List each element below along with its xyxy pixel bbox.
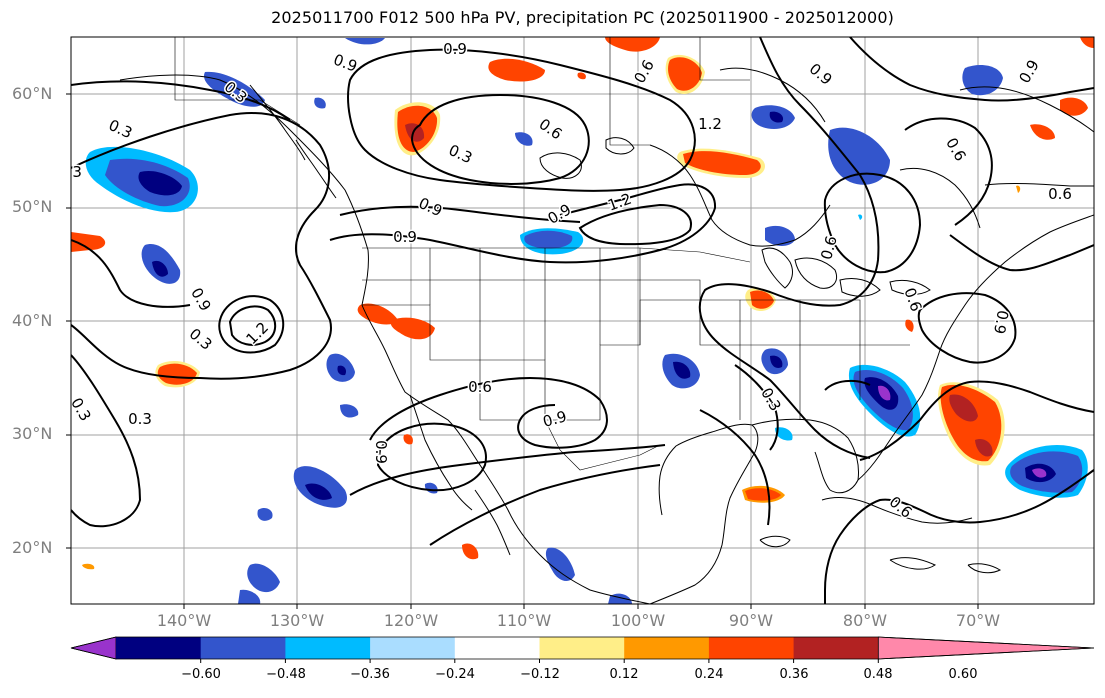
colorbar-tick: 0.36 [779, 667, 809, 682]
precip-blob-pacific-west [238, 353, 359, 604]
contour-label: 0.3 [446, 141, 475, 167]
contour-label: 0.9 [1015, 57, 1043, 87]
contour-label: 0.3 [186, 325, 216, 354]
pv-contours [71, 37, 1094, 604]
precip-blob-plains [515, 132, 584, 255]
colorbar-tick: −0.24 [435, 667, 475, 682]
colorbar-tick: 0.48 [863, 667, 893, 682]
colorbar-tick: 0.24 [694, 667, 724, 682]
contour-label: 0.9 [806, 60, 836, 89]
contour-label: 1.2 [605, 190, 634, 215]
colorbar-segment [454, 637, 540, 659]
contour-label: 0.3 [106, 116, 135, 142]
contour-label: 0.9 [187, 285, 215, 315]
colorbar-extend-high [877, 636, 1095, 660]
precip-blob-southeast [848, 364, 921, 437]
colorbar-segment [708, 637, 795, 659]
colorbar [70, 636, 1095, 663]
precip-blob-atlantic-east [938, 382, 1005, 466]
precip-shading [71, 37, 1094, 604]
contour-label: 0.6 [468, 378, 492, 396]
lon-label-90w: 90°W [728, 611, 774, 630]
contour-label: 1.2 [698, 115, 722, 133]
colorbar-tick: −0.36 [350, 667, 390, 682]
contour-label: 0.6 [630, 57, 658, 87]
precip-blob-canada [751, 65, 1003, 246]
contour-label: 0.9 [372, 440, 390, 464]
lat-label-60n: 60°N [12, 84, 53, 103]
precip-blob-west-coast [71, 232, 435, 388]
contour-label: 0.6 [817, 234, 841, 262]
precip-blob-atlantic [1005, 445, 1088, 498]
precip-blob-north [488, 37, 1094, 178]
lon-label-140w: 140°W [156, 611, 212, 630]
contour-label: 0.6 [1048, 185, 1072, 203]
political-boundaries [174, 37, 910, 471]
contour-label: 0.6 [942, 135, 970, 165]
colorbar-tick: 0.12 [609, 667, 639, 682]
colorbar-segment [793, 637, 879, 659]
colorbar-segment [116, 637, 202, 659]
contour-label: 0.9 [416, 194, 445, 220]
precip-blob-south-plains [662, 348, 793, 441]
contour-label: 0.6 [536, 115, 566, 143]
precip-blob-gulf-of-alaska [85, 146, 198, 213]
lat-label-40n: 40°N [12, 311, 53, 330]
lat-label-20n: 20°N [12, 538, 53, 557]
map-layers: 0.9 0.9 0.3 0.3 0.3 0.6 0.3 0.9 1.2 0.9 0.9 0.9 1.2 0… [58, 37, 1094, 604]
colorbar-tick: −0.48 [266, 667, 306, 682]
precip-blob-pacific-north [141, 244, 181, 284]
contour-label: 0.6 [886, 493, 916, 522]
precip-blob-pacific-northwest [394, 102, 441, 156]
colorbar-segment [285, 637, 371, 659]
colorbar-segment [200, 637, 286, 659]
precip-blob-midwest [745, 288, 914, 332]
map-title: 2025011700 F012 500 hPa PV, precipitatio… [271, 8, 894, 27]
colorbar-tick: −0.12 [520, 667, 560, 682]
colorbar-segment [624, 637, 710, 659]
axis-ticks [66, 93, 979, 609]
colorbar-segment [370, 637, 456, 659]
contour-label: 0.3 [58, 163, 82, 181]
colorbar-tick: −0.60 [181, 667, 221, 682]
contour-label: 0.9 [443, 40, 467, 58]
contour-label: 0.9 [545, 200, 575, 228]
colorbar-outline [70, 636, 1095, 660]
contour-label: 0.3 [128, 410, 152, 428]
contour-label: 0.9 [990, 309, 1012, 336]
contour-label: 0.9 [393, 228, 417, 246]
colorbar-tick: 0.60 [948, 667, 978, 682]
colorbar-segment [539, 637, 625, 659]
lat-label-50n: 50°N [12, 197, 53, 216]
lon-label-120w: 120°W [383, 611, 439, 630]
lon-label-130w: 130°W [269, 611, 325, 630]
lat-label-30n: 30°N [12, 424, 53, 443]
lon-label-110w: 110°W [496, 611, 552, 630]
contour-labels: 0.9 0.9 0.3 0.3 0.3 0.6 0.3 0.9 1.2 0.9 0.9 0.9 1.2 0… [58, 39, 1073, 524]
colorbar-extend-low [70, 636, 117, 660]
lon-label-80w: 80°W [842, 611, 888, 630]
lon-label-100w: 100°W [610, 611, 666, 630]
precip-blob-south [82, 185, 1021, 570]
precip-blob-alaska [204, 38, 385, 109]
lon-label-70w: 70°W [955, 611, 1001, 630]
